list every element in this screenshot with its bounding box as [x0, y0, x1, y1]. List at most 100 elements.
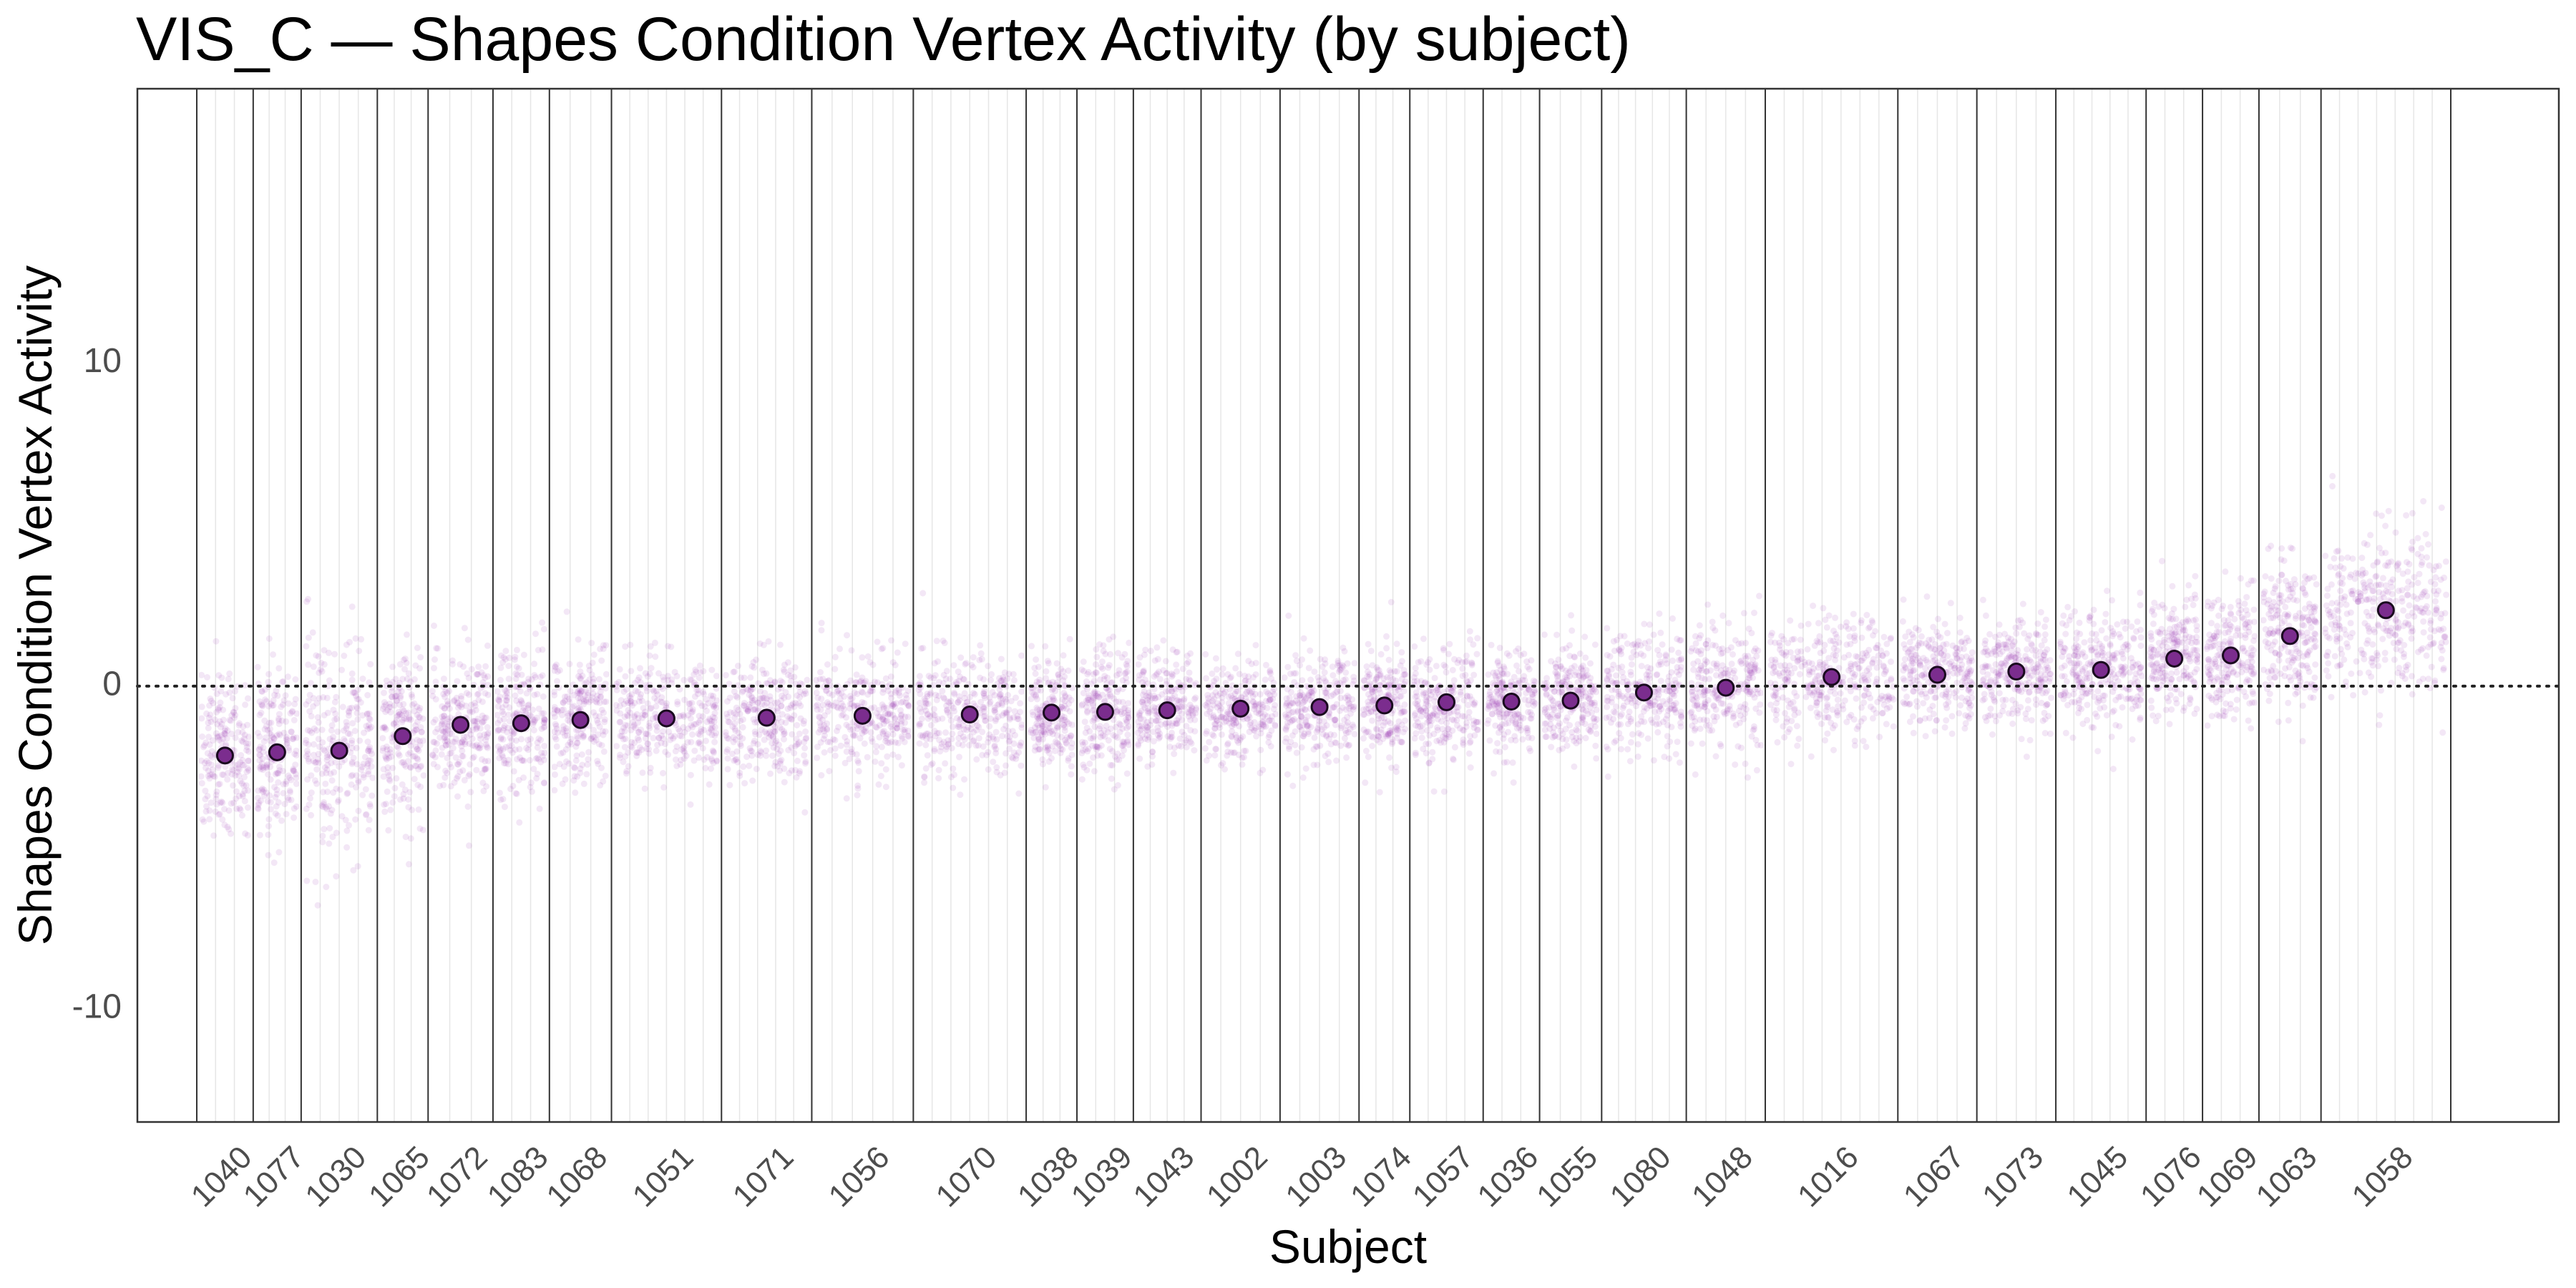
data-point [1305, 665, 1312, 672]
data-point [346, 705, 353, 712]
data-point [439, 744, 446, 751]
data-point [1550, 702, 1556, 709]
data-point [352, 693, 359, 699]
data-point [232, 711, 239, 718]
data-point [336, 786, 343, 793]
data-point [977, 642, 984, 649]
data-point [804, 676, 811, 683]
data-point [495, 696, 502, 703]
data-point [1245, 673, 1252, 680]
data-point [215, 705, 222, 712]
data-point [1633, 643, 1639, 650]
data-point [660, 728, 667, 735]
data-point [1656, 610, 1663, 618]
data-point [346, 709, 353, 716]
data-point [354, 686, 361, 693]
data-point [829, 691, 836, 698]
data-point [384, 751, 391, 758]
data-point [706, 781, 713, 788]
data-point [204, 793, 211, 799]
data-point [478, 669, 485, 676]
data-point [769, 752, 776, 759]
data-point [1084, 709, 1091, 716]
data-point [1036, 746, 1043, 753]
data-point [235, 772, 243, 779]
data-point [245, 740, 252, 747]
data-point [518, 736, 525, 743]
data-point [1093, 653, 1101, 660]
data-point [787, 667, 794, 674]
data-point [316, 743, 323, 751]
data-point [338, 813, 346, 820]
data-point [869, 720, 876, 727]
data-point [1457, 688, 1464, 696]
data-point [260, 738, 268, 745]
data-point [1224, 748, 1231, 755]
data-point [538, 749, 545, 756]
data-point [1106, 662, 1113, 669]
data-point [816, 675, 824, 683]
data-point [944, 706, 951, 713]
data-point [355, 779, 362, 786]
data-point [1451, 743, 1458, 751]
data-point [1321, 669, 1328, 676]
data-point [1323, 733, 1330, 740]
data-point [326, 825, 333, 831]
data-point [766, 693, 774, 700]
data-point [217, 799, 224, 806]
data-point [241, 774, 248, 781]
data-point [324, 709, 331, 716]
data-point [259, 785, 266, 792]
data-point [239, 791, 246, 798]
data-point [1044, 658, 1051, 665]
data-point [283, 778, 290, 785]
data-point [384, 788, 391, 795]
data-point [724, 766, 731, 773]
data-point [595, 675, 602, 683]
data-point [1045, 724, 1053, 731]
data-point [571, 764, 578, 771]
data-point [801, 752, 808, 759]
data-point [1474, 635, 1481, 642]
data-point [1443, 719, 1450, 726]
data-point [625, 749, 632, 756]
data-point [406, 763, 414, 771]
data-point [801, 809, 809, 816]
data-point [1203, 675, 1209, 682]
data-point [438, 721, 445, 728]
data-point [343, 844, 351, 851]
data-point [414, 746, 420, 753]
data-point [617, 733, 624, 739]
data-point [293, 747, 300, 754]
data-point [1136, 654, 1143, 661]
data-point [1439, 726, 1446, 733]
data-point [459, 753, 467, 760]
data-point [273, 769, 280, 776]
data-point [552, 722, 560, 729]
data-point [1644, 735, 1652, 742]
data-point [730, 668, 737, 675]
data-point [1043, 668, 1050, 675]
data-point [869, 738, 876, 745]
data-point [1219, 699, 1226, 706]
data-point [917, 691, 924, 698]
data-point [260, 744, 267, 751]
data-point [735, 663, 741, 670]
data-point [204, 674, 210, 680]
data-point [691, 693, 698, 700]
data-point [754, 699, 761, 706]
data-point [205, 767, 212, 774]
data-point [288, 796, 295, 804]
data-point [508, 737, 515, 744]
data-point [281, 801, 288, 808]
data-point [1202, 650, 1209, 658]
data-point [1582, 654, 1589, 661]
data-point [1284, 663, 1292, 670]
data-point [654, 741, 661, 748]
data-point [1425, 688, 1433, 695]
data-point [831, 745, 839, 752]
data-point [961, 776, 968, 783]
data-point [367, 747, 374, 754]
data-point [231, 714, 238, 721]
data-point [925, 673, 932, 680]
